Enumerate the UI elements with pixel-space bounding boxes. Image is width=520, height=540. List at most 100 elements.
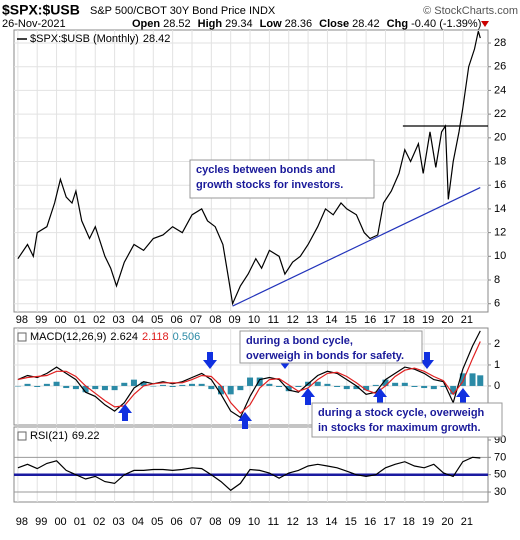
series-line [17, 341, 481, 415]
legend-value: 28.42 [143, 33, 171, 45]
legend: MACD(12,26,9) 2.624 2.118 0.506 [30, 331, 200, 343]
y-tick-label: 20 [494, 132, 506, 144]
annotation-text: cycles between bonds and [196, 164, 335, 176]
histogram-bar [72, 385, 79, 390]
histogram-bar [188, 383, 195, 386]
histogram-bar [208, 385, 215, 390]
x-tick-label: 02 [93, 516, 105, 528]
histogram-bar [92, 385, 99, 390]
y-tick-label: 6 [494, 298, 500, 310]
x-tick-label: 21 [461, 516, 473, 528]
x-tick-label: 08 [209, 314, 221, 326]
symbol-name: S&P 500/CBOT 30Y Bond Price INDX [90, 5, 276, 17]
histogram-bar [276, 385, 283, 387]
y-tick-label: 10 [494, 250, 506, 262]
x-tick-label: 11 [268, 314, 279, 326]
histogram-bar [477, 375, 484, 386]
histogram-bar [353, 385, 360, 390]
histogram-bar [440, 385, 447, 387]
quote-label: Chg [387, 18, 408, 30]
histogram-bar [34, 385, 41, 387]
x-tick-label: 99 [35, 314, 47, 326]
histogram-bar [218, 385, 225, 395]
histogram-bar [469, 373, 476, 386]
date: 26-Nov-2021 [2, 18, 66, 30]
x-tick-label: 04 [132, 516, 144, 528]
annotation-box [239, 330, 423, 364]
quote-label: Low [260, 18, 282, 30]
histogram-bar [121, 382, 128, 386]
histogram-bar [459, 373, 466, 386]
quote-value: 28.36 [285, 18, 313, 30]
legend-icon [17, 332, 27, 342]
histogram-bar [14, 385, 21, 387]
x-tick-label: 98 [16, 516, 28, 528]
histogram-bar [266, 383, 273, 386]
y-tick-label: 26 [494, 61, 506, 73]
copyright: © StockCharts.com [423, 5, 518, 17]
histogram-bar [430, 385, 437, 390]
histogram-bar [334, 385, 341, 387]
annotation-text: growth stocks for investors. [196, 179, 343, 191]
x-tick-label: 10 [248, 516, 260, 528]
legend: RSI(21) 69.22 [30, 430, 99, 442]
y-tick-label: 24 [494, 84, 506, 96]
x-tick-label: 05 [151, 314, 163, 326]
x-tick-label: 07 [190, 314, 202, 326]
x-tick-label: 19 [422, 314, 434, 326]
quote-value: 29.34 [225, 18, 253, 30]
x-tick-label: 07 [190, 516, 202, 528]
histogram-bar [247, 377, 254, 386]
y-tick-label: 18 [494, 155, 506, 167]
arrow-up [301, 388, 315, 405]
panel-title: MACD(12,26,9) [30, 331, 106, 343]
x-tick-label: 21 [461, 314, 473, 326]
histogram-bar [179, 384, 186, 386]
y-tick-label: 22 [494, 108, 506, 120]
histogram-bar [421, 385, 428, 389]
x-tick-label: 06 [171, 516, 183, 528]
histogram-bar [101, 385, 108, 391]
histogram-bar [198, 383, 205, 386]
y-tick-label: 70 [494, 451, 506, 463]
series-line [17, 456, 481, 492]
x-tick-label: 17 [383, 314, 395, 326]
y-tick-label: 30 [494, 486, 506, 498]
arrow-down [420, 352, 434, 369]
series-line [17, 31, 481, 306]
x-tick-label: 08 [209, 516, 221, 528]
x-tick-label: 15 [345, 314, 357, 326]
y-tick-label: 16 [494, 179, 506, 191]
x-tick-label: 03 [112, 314, 124, 326]
quote: Open 28.52 High 29.34 Low 28.36 Close 28.42 Chg -… [132, 18, 481, 30]
y-tick-label: 2 [494, 338, 500, 350]
series-line [17, 330, 481, 419]
y-tick-label: 28 [494, 37, 506, 49]
histogram-bar [169, 385, 176, 387]
histogram-bar [450, 385, 457, 395]
x-tick-label: 01 [74, 314, 86, 326]
quote-value: 28.52 [163, 18, 191, 30]
legend-value: 2.118 [142, 331, 169, 343]
histogram-bar [324, 383, 331, 386]
x-tick-label: 15 [345, 516, 357, 528]
quote-value: -0.40 (-1.39%) [411, 18, 481, 30]
histogram-bar [130, 379, 137, 386]
arrow-up [238, 412, 252, 429]
y-tick-label: 12 [494, 227, 506, 239]
x-tick-label: 18 [403, 516, 415, 528]
histogram-bar [159, 384, 166, 386]
x-tick-label: 01 [74, 516, 86, 528]
legend-value: 2.624 [110, 331, 138, 343]
quote-label: High [198, 18, 223, 30]
histogram-bar [295, 385, 302, 387]
quote-label: Close [319, 18, 349, 30]
x-tick-label: 13 [306, 314, 318, 326]
y-tick-label: 8 [494, 274, 500, 286]
histogram-bar [24, 383, 31, 386]
x-tick-label: 19 [422, 516, 434, 528]
histogram-bar [411, 385, 418, 387]
x-tick-label: 20 [441, 314, 453, 326]
histogram-bar [43, 383, 50, 386]
